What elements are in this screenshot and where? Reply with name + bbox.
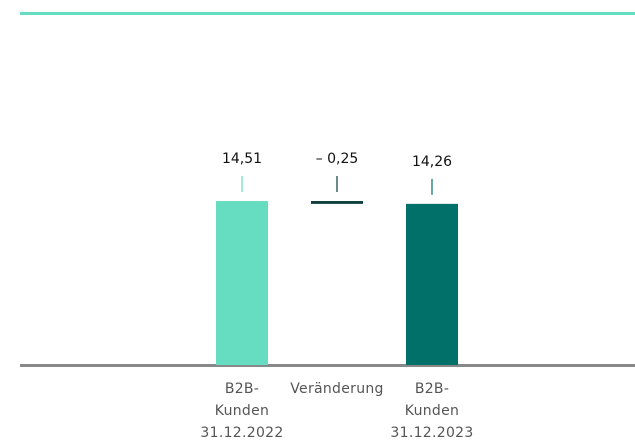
value-label: 14,51 xyxy=(222,151,262,167)
value-label: – 0,25 xyxy=(316,151,359,167)
change-bar xyxy=(311,201,363,204)
bar xyxy=(406,203,458,365)
bar xyxy=(216,201,268,365)
x-tick-label: Veränderung xyxy=(290,381,384,397)
x-tick-label: 31.12.2023 xyxy=(390,425,473,441)
header-rule xyxy=(20,12,635,15)
baseline xyxy=(20,364,635,367)
x-tick-label: Kunden xyxy=(405,403,459,419)
x-tick-label: B2B- xyxy=(225,381,259,397)
value-label: 14,26 xyxy=(412,154,452,170)
x-tick-label: B2B- xyxy=(415,381,449,397)
x-tick-label: Kunden xyxy=(215,403,269,419)
x-tick-label: 31.12.2022 xyxy=(200,425,283,441)
